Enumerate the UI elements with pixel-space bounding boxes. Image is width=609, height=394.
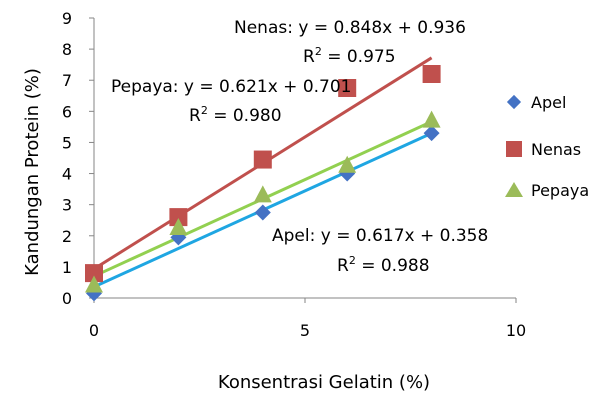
annotation-nenas: Nenas: y = 0.848x + 0.936 R2 = 0.975 — [234, 18, 466, 67]
y-tick-label: 8 — [62, 40, 72, 59]
data-point-pepaya — [253, 185, 272, 203]
data-point-nenas — [169, 208, 188, 227]
y-tick-label: 6 — [62, 102, 72, 121]
legend-marker-pepaya — [505, 182, 523, 197]
y-tick-label: 7 — [62, 71, 72, 90]
annotation-pepaya: Pepaya: y = 0.621x + 0.701 R2 = 0.980 — [111, 77, 351, 126]
markers — [85, 65, 441, 302]
ticks: 0 1 2 3 4 5 6 7 8 9 0 5 10 — [62, 9, 526, 340]
equation-nenas: Nenas: y = 0.848x + 0.936 — [234, 18, 466, 38]
y-axis-title: Kandungan Protein (%) — [22, 68, 43, 276]
legend: Apel Nenas Pepaya — [505, 93, 589, 200]
data-point-nenas — [422, 65, 441, 83]
legend-label-pepaya: Pepaya — [531, 181, 589, 200]
data-point-apel — [254, 204, 271, 221]
data-point-nenas — [338, 79, 357, 97]
equation-apel: Apel: y = 0.617x + 0.358 — [272, 226, 488, 246]
data-point-pepaya — [338, 155, 357, 173]
legend-item-pepaya: Pepaya — [505, 181, 589, 200]
legend-label-apel: Apel — [531, 93, 566, 112]
r2-nenas: R2 = 0.975 — [303, 45, 396, 67]
r2-apel: R2 = 0.988 — [337, 254, 430, 276]
y-tick-label: 4 — [62, 165, 72, 184]
y-tick-label: 3 — [62, 196, 72, 215]
x-tick-label: 0 — [89, 321, 99, 340]
legend-marker-nenas — [506, 141, 522, 157]
y-tick-label: 5 — [62, 133, 72, 152]
data-point-nenas — [85, 264, 103, 283]
y-tick-label: 2 — [62, 227, 72, 246]
data-point-pepaya — [169, 218, 188, 235]
r2-pepaya: R2 = 0.980 — [189, 104, 282, 126]
annotation-apel: Apel: y = 0.617x + 0.358 R2 = 0.988 — [272, 226, 488, 276]
x-tick-label: 10 — [506, 321, 526, 340]
x-axis-title: Konsentrasi Gelatin (%) — [218, 372, 430, 393]
legend-label-nenas: Nenas — [531, 140, 581, 159]
y-tick-label: 9 — [62, 9, 72, 28]
legend-item-apel: Apel — [506, 93, 566, 112]
x-tick-label: 5 — [300, 321, 310, 340]
equation-pepaya: Pepaya: y = 0.621x + 0.701 — [111, 77, 351, 97]
data-point-nenas — [253, 150, 272, 169]
data-point-pepaya — [85, 275, 103, 293]
legend-marker-apel — [506, 94, 522, 110]
y-tick-label: 1 — [62, 258, 72, 277]
data-point-apel — [423, 125, 440, 142]
data-point-pepaya — [422, 110, 441, 128]
legend-item-nenas: Nenas — [506, 140, 581, 159]
y-tick-label: 0 — [62, 289, 72, 308]
